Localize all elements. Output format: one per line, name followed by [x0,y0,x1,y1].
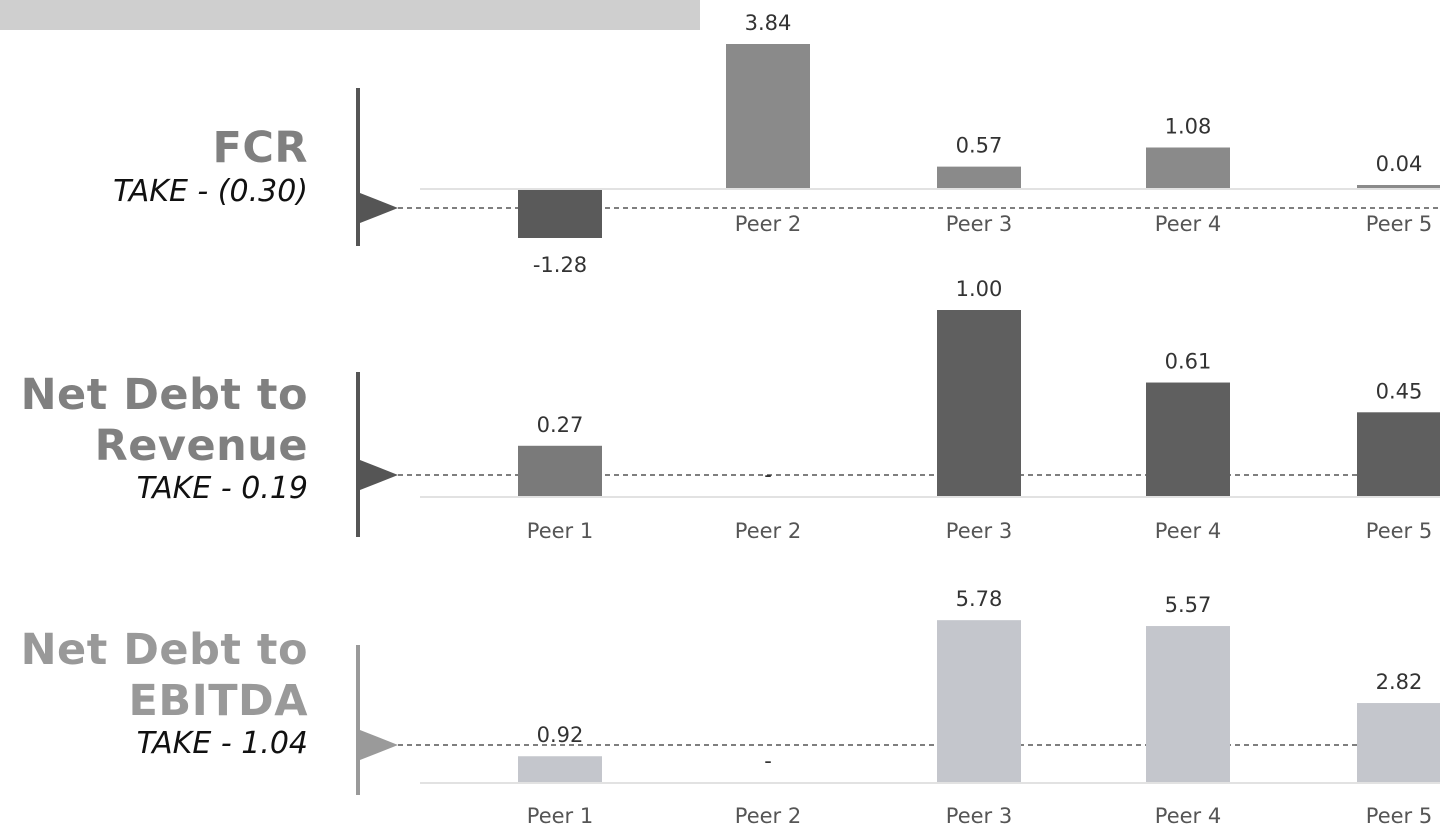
nde-take: TAKE - 1.04 [136,726,308,762]
fcr-bar-2 [726,44,810,188]
fcr-value-label-2: 3.84 [745,11,792,35]
nde-bar-4 [1146,626,1230,782]
ndr-category-label-3: Peer 3 [946,519,1012,543]
fcr-bar-1 [518,190,602,238]
fcr-bar-4 [1146,147,1230,188]
fcr-bar-5 [1357,185,1440,188]
nde-category-label-5: Peer 5 [1366,804,1432,828]
nde-value-label-5: 2.82 [1376,670,1423,694]
nde-value-label-3: 5.78 [956,587,1003,611]
nde-title-line-1: Net Debt to [20,625,308,675]
ndr-label-block: Net Debt to Revenue TAKE - 0.19 [21,370,308,507]
fcr-label-block: FCR TAKE - (0.30) [113,123,308,210]
nde-category-label-1: Peer 1 [527,804,593,828]
ndr-category-label-2: Peer 2 [735,519,801,543]
fcr-category-label-2: Peer 2 [735,212,801,236]
nde-value-label-1: 0.92 [537,723,584,747]
ndr-value-label-2: - [764,463,772,487]
fcr-bar-3 [937,166,1021,188]
nde-bar-5 [1357,703,1440,782]
fcr-title: FCR [212,123,308,173]
ndr-bar-3 [937,310,1021,496]
ndr-value-label-4: 0.61 [1165,350,1212,374]
ndr-bar-5 [1357,412,1440,496]
fcr-take: TAKE - (0.30) [113,173,308,209]
ndr-value-label-5: 0.45 [1376,379,1423,403]
nde-category-label-4: Peer 4 [1155,804,1221,828]
ndr-category-label-5: Peer 5 [1366,519,1432,543]
ndr-title-line-1: Net Debt to [20,370,308,420]
fcr-category-label-4: Peer 4 [1155,212,1221,236]
fcr-value-label-3: 0.57 [956,134,1003,158]
ndr-value-label-3: 1.00 [956,277,1003,301]
fcr-value-label-1: -1.28 [533,253,587,277]
fcr-value-label-5: 0.04 [1376,152,1423,176]
nde-bar-3 [937,620,1021,782]
ndr-take: TAKE - 0.19 [136,471,308,507]
nde-category-label-2: Peer 2 [735,804,801,828]
ndr-category-label-1: Peer 1 [527,519,593,543]
ndr-bar-4 [1146,382,1230,496]
ndr-bar-1 [518,445,602,496]
nde-title-line-2: EBITDA [128,675,308,726]
fcr-value-label-4: 1.08 [1165,115,1212,139]
ndr-title-line-2: Revenue [94,420,308,471]
nde-bar-1 [518,756,602,782]
ndr-value-label-1: 0.27 [537,413,584,437]
nde-take-arrow [360,730,398,760]
fcr-take-arrow [360,193,398,223]
header-band [0,0,700,30]
fcr-category-label-3: Peer 3 [946,212,1012,236]
fcr-category-label-5: Peer 5 [1366,212,1432,236]
ndr-take-arrow [360,460,398,490]
ndr-category-label-4: Peer 4 [1155,519,1221,543]
nde-value-label-4: 5.57 [1165,593,1212,617]
nde-category-label-3: Peer 3 [946,804,1012,828]
nde-value-label-2: - [764,749,772,773]
nde-label-block: Net Debt to EBITDA TAKE - 1.04 [21,625,308,762]
